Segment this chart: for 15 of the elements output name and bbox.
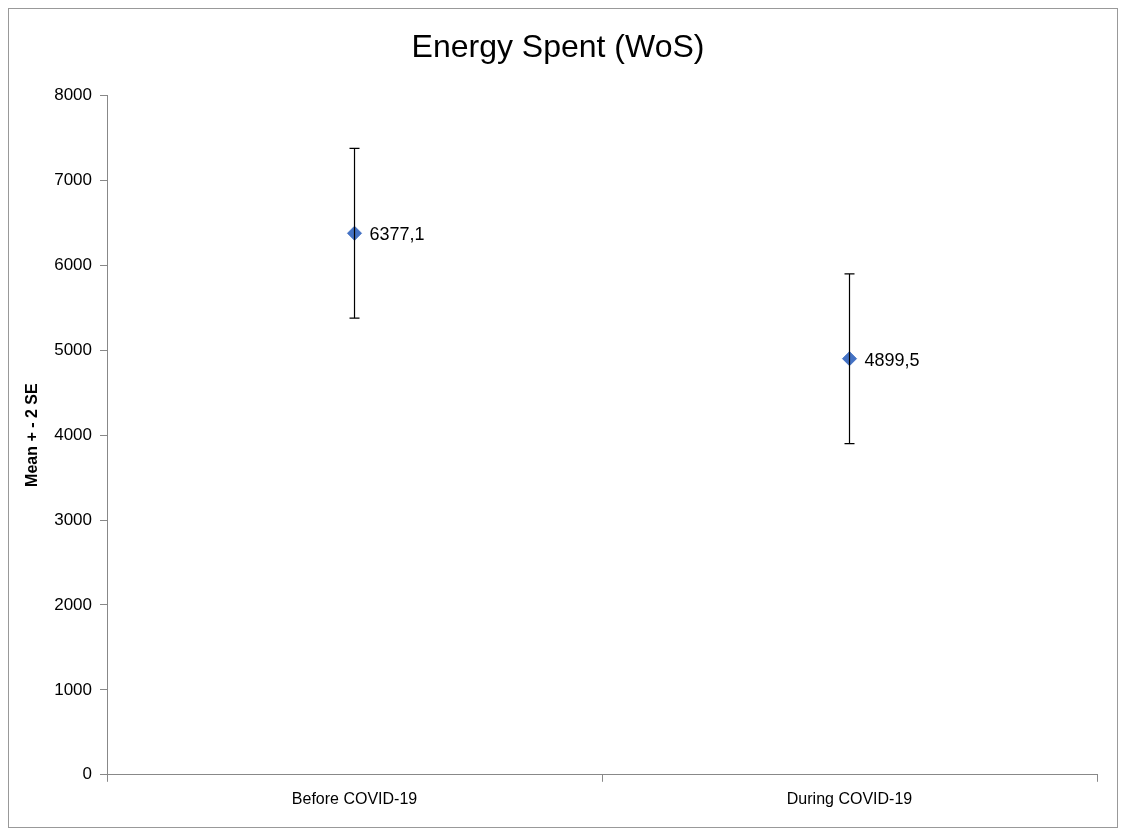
chart-title: Energy Spent (WoS) [411, 28, 705, 65]
y-tick-label: 8000 [54, 85, 93, 105]
y-axis-title: Mean + - 2 SE [23, 382, 41, 487]
y-tick-label: 0 [82, 764, 93, 784]
data-label: 6377,1 [369, 224, 425, 245]
y-tick-label: 4000 [54, 424, 93, 444]
y-tick-label: 5000 [54, 339, 93, 359]
y-tick-label: 6000 [54, 254, 93, 274]
y-tick-label: 7000 [54, 170, 93, 190]
x-tick-label: During COVID-19 [786, 789, 913, 807]
y-tick-label: 2000 [54, 594, 93, 614]
y-tick-label: 3000 [54, 509, 93, 529]
y-tick-label: 1000 [54, 679, 93, 699]
data-label: 4899,5 [864, 349, 920, 370]
x-tick-label: Before COVID-19 [291, 789, 418, 807]
